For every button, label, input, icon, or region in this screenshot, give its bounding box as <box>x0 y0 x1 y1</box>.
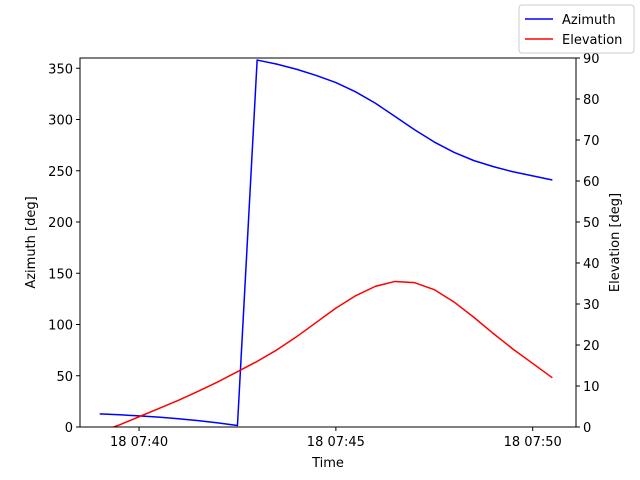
right-axis: 0 10 20 30 40 50 60 70 80 90 <box>576 52 600 436</box>
right-tick-label: 70 <box>583 134 600 149</box>
right-tick-label: 50 <box>583 216 600 231</box>
series-layer <box>99 59 553 427</box>
legend-box <box>518 4 635 54</box>
right-tick-label: 80 <box>583 93 600 108</box>
left-tick-label: 300 <box>48 114 73 129</box>
x-tick-label: 18 07:50 <box>504 435 562 450</box>
series-line-azimuth <box>99 59 553 427</box>
right-tick-label: 10 <box>583 380 600 395</box>
right-tick-label: 90 <box>583 52 600 67</box>
x-tick-label: 18 07:45 <box>307 435 365 450</box>
right-tick-label: 40 <box>583 257 600 272</box>
left-axis: 0 50 100 150 200 250 300 350 <box>48 62 80 436</box>
series-line-elevation <box>111 280 553 427</box>
left-axis-label: Azimuth [deg] <box>24 196 39 288</box>
plot-frame <box>79 57 577 428</box>
right-tick-label: 20 <box>583 339 600 354</box>
legend: Azimuth Elevation <box>518 4 635 54</box>
legend-elevation-label: Elevation <box>562 33 622 48</box>
left-tick-label: 0 <box>65 421 73 436</box>
right-tick-label: 0 <box>583 421 591 436</box>
right-axis-label: Elevation [deg] <box>608 193 623 292</box>
left-tick-label: 150 <box>48 267 73 282</box>
left-tick-label: 350 <box>48 62 73 77</box>
legend-azimuth-label: Azimuth <box>562 13 616 28</box>
left-tick-label: 100 <box>48 319 73 334</box>
x-tick-label: 18 07:40 <box>110 435 168 450</box>
left-tick-label: 200 <box>48 216 73 231</box>
x-axis: 18 07:40 18 07:45 18 07:50 <box>110 427 562 450</box>
left-tick-label: 50 <box>56 370 73 385</box>
x-axis-label: Time <box>311 456 344 471</box>
right-tick-label: 30 <box>583 298 600 313</box>
right-tick-label: 60 <box>583 175 600 190</box>
left-tick-label: 250 <box>48 165 73 180</box>
